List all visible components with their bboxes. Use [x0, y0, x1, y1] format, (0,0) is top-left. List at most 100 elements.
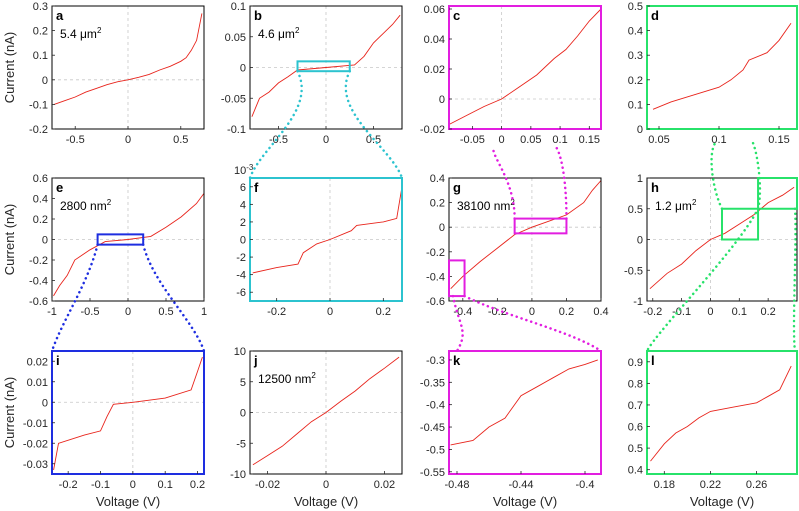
x-tick-label: -0.2	[643, 306, 662, 318]
x-tick-label: 0	[125, 134, 131, 146]
panel-c: -0.05 0 0.05 0.1 0.15 -0.02 0 0.02 0.04 0.06 c	[420, 4, 602, 146]
y-tick-label: -0.3	[426, 355, 445, 367]
y-tick-label: 0.6	[628, 422, 643, 434]
panel-frame	[646, 350, 798, 475]
y-tick-label: -0.02	[420, 124, 445, 136]
x-tick-label: -0.1	[91, 479, 110, 491]
zoom-connector	[645, 207, 760, 353]
zoom-connector	[554, 145, 568, 220]
y-tick-label: 0.6	[33, 173, 48, 185]
y-axis-label: Current (nA)	[2, 377, 17, 449]
y-tick-label: 0.9	[628, 357, 643, 369]
x-tick-label: 0.2	[559, 306, 574, 318]
zoom-connector	[344, 69, 404, 180]
x-tick-label: 0.1	[158, 479, 173, 491]
y-tick-label: -6	[236, 287, 246, 299]
panel-label: g	[453, 180, 461, 195]
y-tick-label: 0.5	[628, 204, 643, 216]
area-annotation: 2800 nm2	[60, 198, 112, 213]
series-line-f	[252, 186, 403, 274]
zoom-connector	[792, 207, 797, 353]
y-tick-label: 0.2	[628, 75, 643, 87]
panel-frame	[249, 177, 403, 302]
y-tick-label: 0.3	[628, 50, 643, 62]
y-tick-label: -0.6	[29, 296, 48, 308]
panel-f: -0.2 0 0.2 -6 -4 -2 0 2 4 6 f10-3	[234, 163, 403, 318]
y-tick-label: 6	[240, 182, 246, 194]
y-tick-label: -4	[236, 270, 246, 282]
x-tick-label: 0	[529, 306, 535, 318]
y-axis-label: Current (nA)	[2, 204, 17, 276]
panel-k: -0.48 -0.44 -0.4 -0.55 -0.5 -0.45 -0.4 -0.35 -0.…	[420, 350, 602, 509]
x-axis-label: Voltage (V)	[294, 494, 358, 509]
x-tick-label: 0.18	[654, 479, 675, 491]
panel-frame	[448, 350, 602, 475]
y-tick-label: 0.8	[628, 378, 643, 390]
y-tick-label: 0.02	[424, 64, 445, 76]
y-tick-label: 0.02	[27, 356, 48, 368]
series-line-d	[652, 22, 792, 110]
y-tick-label: 0.01	[27, 377, 48, 389]
series-line-c	[448, 8, 602, 125]
y-tick-label: -0.1	[29, 99, 48, 111]
y-tick-label: 0	[42, 75, 48, 87]
y-tick-label: -0.4	[426, 400, 445, 412]
y-tick-label: 0	[637, 235, 643, 247]
series-line-g	[450, 180, 602, 290]
x-tick-label: 0.15	[768, 134, 789, 146]
x-tick-label: -0.48	[444, 479, 469, 491]
series-line-a	[53, 13, 203, 105]
x-axis-label: Voltage (V)	[493, 494, 557, 509]
y-tick-label: -0.03	[23, 459, 48, 471]
y-tick-label: 0.4	[33, 194, 48, 206]
x-tick-label: 0	[125, 306, 131, 318]
x-axis-label: Voltage (V)	[690, 494, 754, 509]
y-tick-label: 0.5	[628, 1, 643, 13]
panel-label: e	[56, 180, 63, 195]
zoom-box-h-corner	[757, 177, 798, 210]
y-tick-label: 0	[240, 235, 246, 247]
y-tick-label: 0.4	[430, 173, 445, 185]
y-tick-label: -5	[236, 438, 246, 450]
area-annotation: 1.2 μm2	[655, 198, 697, 213]
x-tick-label: -0.2	[59, 479, 78, 491]
panel-frame	[448, 5, 602, 130]
series-line-i	[53, 356, 203, 470]
x-tick-label: 0.1	[552, 134, 567, 146]
x-tick-label: 0.2	[190, 479, 205, 491]
panel-i: -0.2 -0.1 0 0.1 0.2 -0.03 -0.02 -0.01 0 0.01 0.02 i…	[2, 350, 205, 509]
y-tick-label: 0.5	[628, 443, 643, 455]
y-tick-label: -0.5	[624, 265, 643, 277]
y-tick-label: -0.55	[420, 467, 445, 479]
x-tick-label: -0.44	[508, 479, 533, 491]
x-tick-label: 0.4	[593, 306, 608, 318]
x-tick-label: 1	[201, 306, 207, 318]
x-tick-label: 0	[130, 479, 136, 491]
zoom-box-g-corner	[448, 259, 466, 298]
x-tick-label: 0	[327, 306, 333, 318]
zoom-connector	[248, 69, 303, 180]
y-tick-label: 5	[240, 377, 246, 389]
y-tick-label: -0.02	[23, 438, 48, 450]
x-tick-label: 0	[323, 479, 329, 491]
y-tick-label: -0.6	[426, 296, 445, 308]
y-tick-label: 0.2	[430, 198, 445, 210]
x-tick-label: 0.2	[376, 306, 391, 318]
y-tick-label: 0.1	[33, 50, 48, 62]
x-tick-label: 0.1	[732, 306, 747, 318]
y-tick-label: 0	[439, 222, 445, 234]
area-annotation: 5.4 μm2	[60, 26, 102, 41]
x-tick-label: 0.5	[158, 306, 173, 318]
y-tick-label: 0	[637, 124, 643, 136]
panel-label: j	[253, 353, 258, 368]
x-tick-label: 0.22	[700, 479, 721, 491]
x-tick-label: -0.5	[81, 306, 100, 318]
y-tick-label: 0.2	[33, 214, 48, 226]
x-tick-label: 0.26	[746, 479, 767, 491]
zoom-connector	[492, 145, 516, 220]
x-tick-label: -1	[47, 306, 57, 318]
y-tick-label: 0	[240, 408, 246, 420]
y-tick-label: 0.3	[33, 1, 48, 13]
y-tick-label: 1	[637, 173, 643, 185]
